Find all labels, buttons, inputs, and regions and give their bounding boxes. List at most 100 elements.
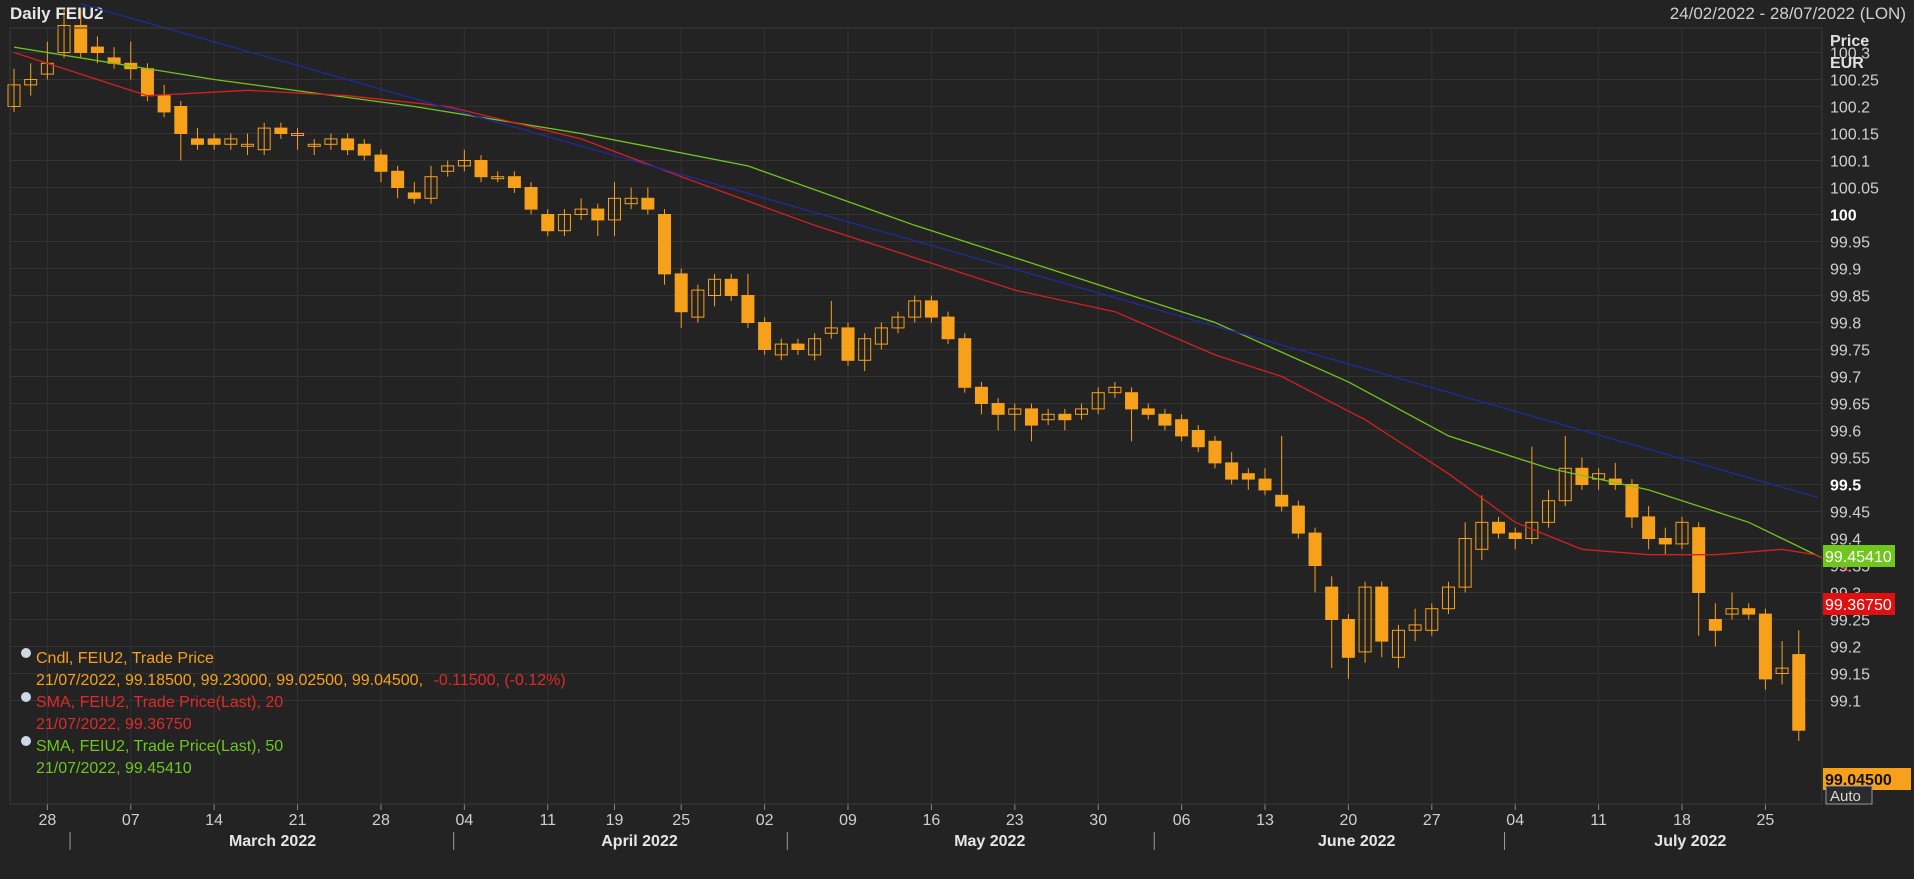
- candle[interactable]: [1542, 489, 1556, 528]
- candle[interactable]: [924, 295, 938, 323]
- candle[interactable]: [758, 317, 772, 355]
- candle[interactable]: [524, 182, 538, 215]
- candle[interactable]: [1708, 603, 1722, 647]
- candle[interactable]: [207, 133, 221, 150]
- candle[interactable]: [491, 171, 505, 183]
- candle[interactable]: [1024, 403, 1038, 442]
- candle[interactable]: [874, 322, 888, 350]
- candle[interactable]: [1275, 435, 1289, 512]
- candle[interactable]: [974, 381, 988, 415]
- candle[interactable]: [241, 133, 255, 156]
- candle[interactable]: [324, 133, 338, 150]
- expand-icon[interactable]: [21, 648, 31, 658]
- candle[interactable]: [708, 273, 722, 307]
- candle[interactable]: [1408, 608, 1422, 642]
- candle[interactable]: [674, 268, 688, 328]
- candle[interactable]: [1091, 387, 1105, 415]
- candle[interactable]: [658, 209, 672, 285]
- candle[interactable]: [7, 68, 21, 112]
- candle[interactable]: [1625, 479, 1639, 528]
- candle[interactable]: [1341, 614, 1355, 679]
- candle[interactable]: [1375, 581, 1389, 658]
- candle[interactable]: [341, 133, 355, 156]
- candle[interactable]: [424, 165, 438, 204]
- candle[interactable]: [641, 187, 655, 215]
- candle[interactable]: [1125, 387, 1139, 442]
- candle[interactable]: [1458, 522, 1472, 593]
- candle[interactable]: [274, 122, 288, 139]
- candle[interactable]: [1608, 462, 1622, 490]
- candle[interactable]: [891, 311, 905, 334]
- candle[interactable]: [541, 209, 555, 237]
- candle[interactable]: [624, 187, 638, 210]
- candle[interactable]: [1175, 414, 1189, 442]
- candle[interactable]: [1391, 624, 1405, 669]
- candle[interactable]: [1441, 581, 1455, 615]
- candle[interactable]: [1475, 495, 1489, 561]
- candle[interactable]: [1758, 608, 1772, 690]
- candle[interactable]: [991, 398, 1005, 431]
- expand-icon[interactable]: [21, 736, 31, 746]
- candle[interactable]: [90, 36, 104, 64]
- candle[interactable]: [224, 133, 238, 150]
- candle[interactable]: [374, 149, 388, 183]
- candle[interactable]: [507, 171, 521, 193]
- candle[interactable]: [691, 284, 705, 323]
- candle[interactable]: [1041, 408, 1055, 426]
- candle[interactable]: [1058, 408, 1072, 431]
- candle[interactable]: [1658, 527, 1672, 555]
- candle[interactable]: [474, 155, 488, 183]
- candle[interactable]: [724, 273, 738, 301]
- candle[interactable]: [57, 9, 71, 58]
- candle[interactable]: [391, 165, 405, 199]
- candle[interactable]: [1208, 435, 1222, 469]
- candle[interactable]: [1141, 403, 1155, 420]
- candle[interactable]: [1258, 468, 1272, 496]
- candle[interactable]: [574, 198, 588, 220]
- candle[interactable]: [557, 209, 571, 237]
- candle[interactable]: [124, 41, 138, 80]
- candle[interactable]: [1575, 457, 1589, 490]
- candle[interactable]: [1008, 403, 1022, 431]
- candle[interactable]: [291, 128, 305, 150]
- candle[interactable]: [1191, 425, 1205, 453]
- candle[interactable]: [841, 322, 855, 366]
- candle[interactable]: [607, 182, 621, 237]
- candle[interactable]: [824, 300, 838, 339]
- candle[interactable]: [1425, 603, 1439, 636]
- candle[interactable]: [1325, 576, 1339, 669]
- candle[interactable]: [107, 47, 121, 69]
- candle[interactable]: [958, 333, 972, 393]
- candle[interactable]: [858, 333, 872, 372]
- candle[interactable]: [1108, 381, 1122, 399]
- candle[interactable]: [441, 160, 455, 177]
- candle[interactable]: [1241, 468, 1255, 490]
- candle[interactable]: [1508, 527, 1522, 550]
- candle[interactable]: [1775, 641, 1789, 685]
- candle[interactable]: [1642, 506, 1656, 550]
- candle[interactable]: [1075, 403, 1089, 420]
- candle[interactable]: [1358, 581, 1372, 663]
- candle[interactable]: [1692, 522, 1706, 636]
- candle[interactable]: [908, 295, 922, 323]
- candle[interactable]: [808, 333, 822, 361]
- candle[interactable]: [24, 63, 38, 96]
- candle[interactable]: [1291, 500, 1305, 539]
- auto-scale-button[interactable]: Auto: [1825, 785, 1873, 805]
- candle[interactable]: [741, 273, 755, 328]
- candle[interactable]: [1675, 516, 1689, 550]
- candle[interactable]: [774, 338, 788, 361]
- candle[interactable]: [791, 338, 805, 355]
- candle[interactable]: [1725, 592, 1739, 620]
- candle[interactable]: [190, 128, 204, 150]
- candle[interactable]: [457, 149, 471, 172]
- candle[interactable]: [74, 9, 88, 58]
- candle[interactable]: [307, 138, 321, 156]
- candle[interactable]: [591, 203, 605, 237]
- candle[interactable]: [941, 311, 955, 345]
- candle[interactable]: [1742, 603, 1756, 620]
- candle[interactable]: [407, 182, 421, 204]
- candle[interactable]: [357, 138, 371, 161]
- candle[interactable]: [157, 84, 171, 118]
